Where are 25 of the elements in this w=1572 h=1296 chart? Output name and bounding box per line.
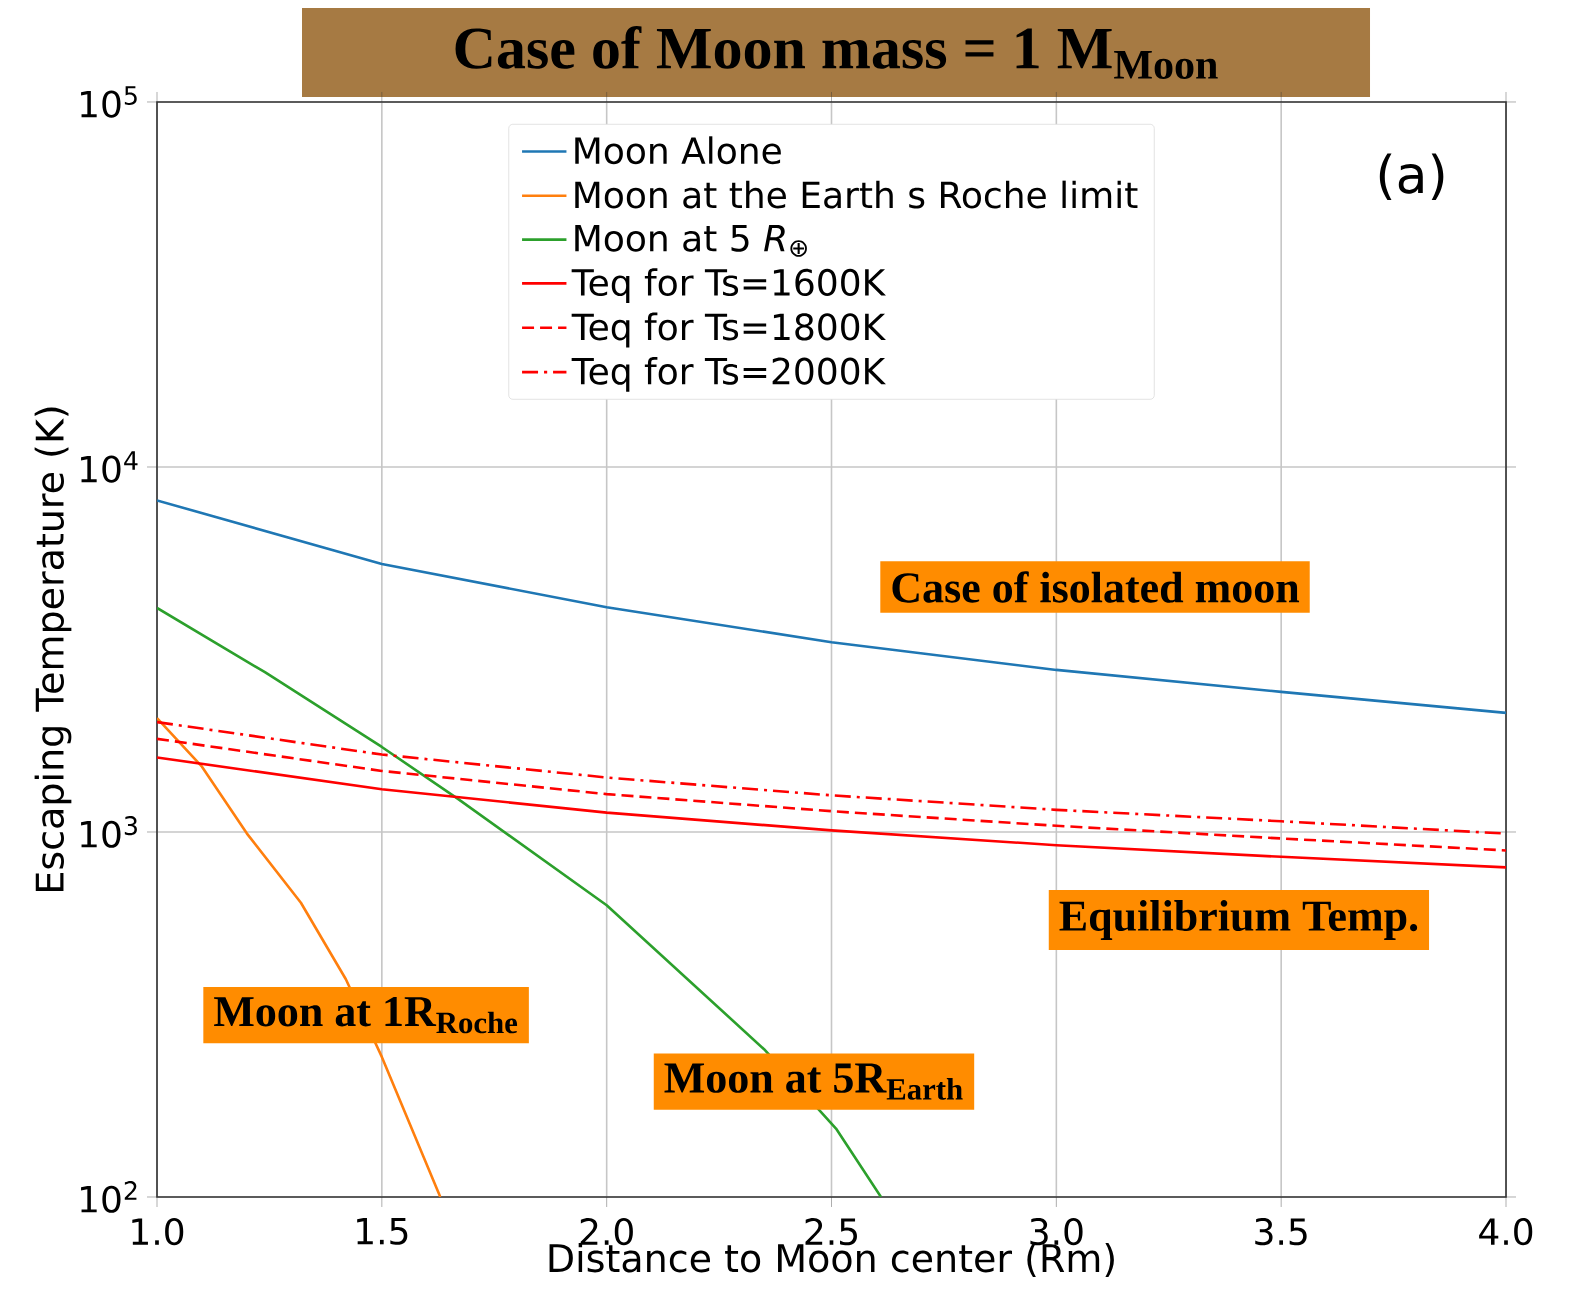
y-tick-label: 10$^{4}$	[81, 451, 138, 483]
annotation: Equilibrium Temp.	[1059, 900, 1418, 940]
annotation: (a)	[1379, 153, 1444, 200]
chart-title: Case of Moon mass = 1 M$_{Moon}$	[455, 25, 1218, 79]
legend-label: Moon at 5 R$_{⊕}$	[575, 224, 807, 257]
y-tick-label: 10$^{3}$	[81, 816, 137, 848]
legend-label: Moon at the Earth s Roche limit	[575, 180, 1138, 209]
annotation: Moon at 5R$_{Earth}$	[664, 1063, 963, 1100]
x-tick-label: 2.5	[805, 1218, 857, 1246]
x-tick-label: 1.5	[357, 1218, 408, 1245]
y-tick-label: 10$^{5}$	[81, 86, 137, 118]
y-axis-title: Escaping Temperature (K)	[34, 407, 72, 891]
annotation: Case of isolated moon	[892, 571, 1300, 603]
legend-label: Teq for Ts=1800K	[571, 312, 886, 348]
legend-label: Moon Alone	[575, 136, 781, 165]
line-series	[157, 499, 1507, 715]
x-tick-label: 3.5	[1255, 1218, 1307, 1246]
legend-label: Teq for Ts=1600K	[571, 268, 886, 304]
annotation: Moon at 1R$_{Roche}$	[214, 996, 518, 1034]
x-tick-label: 1.0	[132, 1218, 184, 1246]
y-tick-label: 10$^{2}$	[81, 1181, 137, 1213]
x-tick-label: 4.0	[1479, 1218, 1533, 1246]
line-series	[157, 756, 1507, 869]
legend-label: Teq for Ts=2000K	[571, 356, 886, 392]
line-series	[157, 737, 1507, 852]
